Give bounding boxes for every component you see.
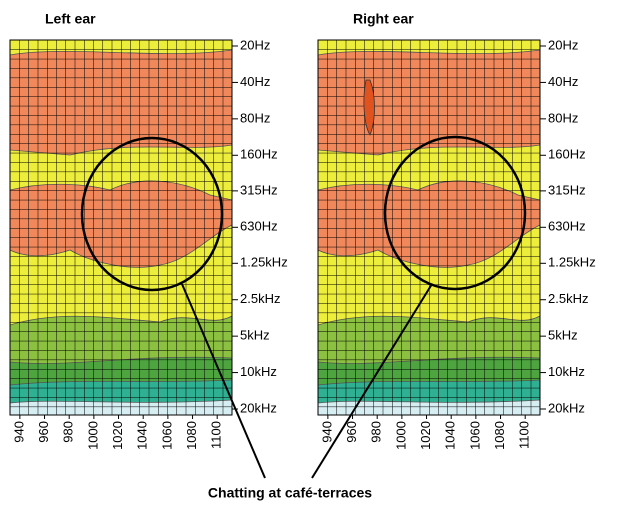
x-tick-label: 1080	[492, 421, 507, 450]
y-tick-label: 630Hz	[240, 219, 278, 234]
y-tick-label: 40Hz	[548, 74, 578, 89]
x-tick-label: 940	[319, 421, 334, 443]
x-tick-label: 1020	[418, 421, 433, 450]
y-tick-label: 20kHz	[548, 400, 585, 415]
y-tick-label: 5kHz	[240, 328, 270, 343]
x-tick-label: 1060	[159, 421, 174, 450]
y-tick-label: 2.5kHz	[548, 291, 588, 306]
y-tick-label: 80Hz	[240, 110, 270, 125]
left-plot	[10, 40, 232, 415]
x-tick-label: 1100	[517, 421, 532, 449]
y-tick-label: 630Hz	[548, 219, 586, 234]
panel-title: Right ear	[353, 11, 414, 27]
y-tick-label: 5kHz	[548, 328, 578, 343]
x-tick-label: 940	[11, 421, 26, 443]
y-tick-label: 20kHz	[240, 400, 277, 415]
y-tick-label: 20Hz	[240, 37, 270, 52]
chart: Chatting at café-terraces Left ear 20Hz 40…	[0, 0, 623, 516]
y-tick-label: 10kHz	[548, 364, 585, 379]
x-tick-label: 960	[344, 421, 359, 443]
y-tick-label: 80Hz	[548, 110, 578, 125]
x-tick-label: 1080	[184, 421, 199, 450]
x-tick-label: 980	[369, 421, 384, 443]
right-plot	[318, 40, 540, 415]
y-tick-label: 2.5kHz	[240, 291, 280, 306]
x-tick-label: 1040	[443, 421, 458, 450]
y-tick-label: 160Hz	[240, 147, 278, 162]
x-tick-label: 1000	[85, 421, 100, 450]
y-tick-label: 315Hz	[548, 182, 586, 197]
y-tick-label: 10kHz	[240, 364, 277, 379]
y-tick-label: 160Hz	[548, 147, 586, 162]
x-tick-label: 1060	[467, 421, 482, 450]
panel-title: Left ear	[45, 11, 96, 27]
y-tick-label: 1.25kHz	[240, 255, 288, 270]
x-tick-label: 980	[61, 421, 76, 443]
annotation: Chatting at café-terraces	[208, 485, 372, 501]
y-tick-label: 1.25kHz	[548, 255, 596, 270]
x-tick-label: 1020	[110, 421, 125, 450]
y-tick-label: 315Hz	[240, 182, 278, 197]
x-tick-label: 960	[36, 421, 51, 443]
x-tick-label: 1000	[393, 421, 408, 450]
x-tick-label: 1100	[209, 421, 224, 449]
y-tick-label: 20Hz	[548, 37, 578, 52]
x-tick-label: 1040	[135, 421, 150, 450]
y-tick-label: 40Hz	[240, 74, 270, 89]
